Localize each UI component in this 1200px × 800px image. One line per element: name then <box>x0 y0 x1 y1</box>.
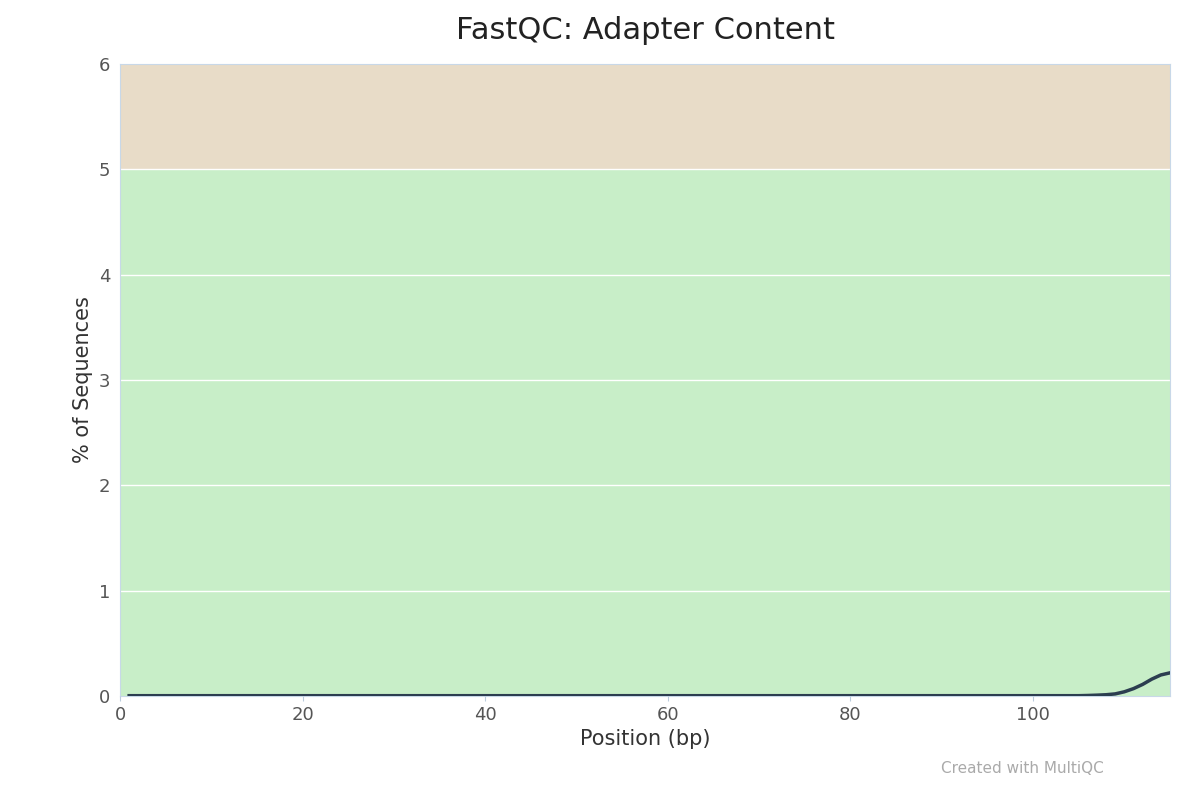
X-axis label: Position (bp): Position (bp) <box>580 730 710 750</box>
Text: Created with MultiQC: Created with MultiQC <box>941 761 1104 776</box>
Title: FastQC: Adapter Content: FastQC: Adapter Content <box>456 16 834 45</box>
Bar <box>120 64 1170 170</box>
Y-axis label: % of Sequences: % of Sequences <box>73 297 94 463</box>
Bar <box>120 170 1170 696</box>
